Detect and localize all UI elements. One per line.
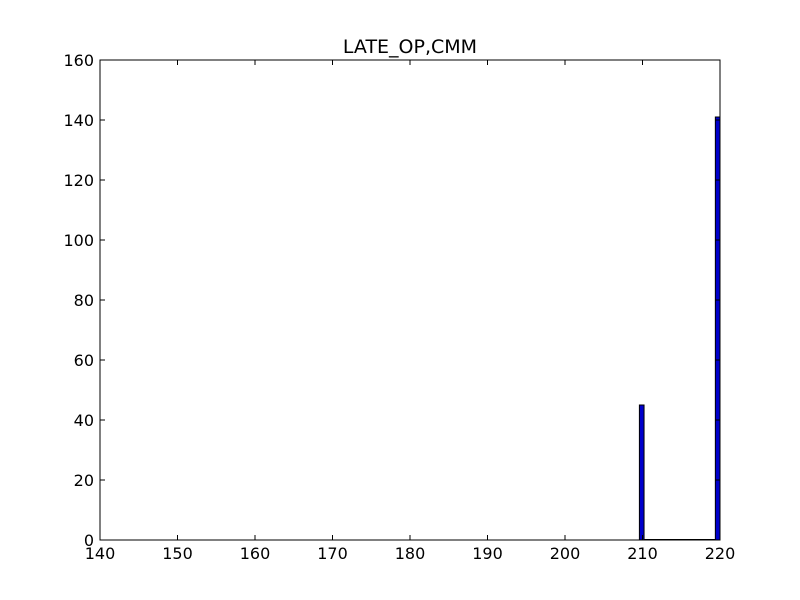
x-tick-label: 220 [705, 544, 736, 563]
y-tick-label: 40 [74, 411, 94, 430]
x-tick-label: 150 [162, 544, 193, 563]
y-tick-label: 0 [84, 531, 94, 550]
x-tick-label: 160 [240, 544, 271, 563]
x-tick-label: 200 [550, 544, 581, 563]
x-tick-label: 190 [472, 544, 503, 563]
y-tick-label: 120 [63, 171, 94, 190]
y-tick-label: 100 [63, 231, 94, 250]
chart-title: LATE_OP,CMM [343, 36, 477, 58]
y-tick-label: 60 [74, 351, 94, 370]
y-axis-tick-labels: 0 20 40 60 80 100 120 140 160 [63, 51, 94, 550]
x-tick-label: 180 [395, 544, 426, 563]
ticks-layer [99, 59, 721, 541]
y-tick-label: 160 [63, 51, 94, 70]
y-tick-label: 140 [63, 111, 94, 130]
y-tick-label: 20 [74, 471, 94, 490]
histogram-bar [638, 404, 645, 541]
y-tick-label: 80 [74, 291, 94, 310]
x-tick-label: 210 [627, 544, 658, 563]
x-tick-label: 140 [85, 544, 116, 563]
x-tick-label: 170 [317, 544, 348, 563]
x-axis-tick-labels: 140 150 160 170 180 190 200 210 220 [85, 544, 736, 563]
